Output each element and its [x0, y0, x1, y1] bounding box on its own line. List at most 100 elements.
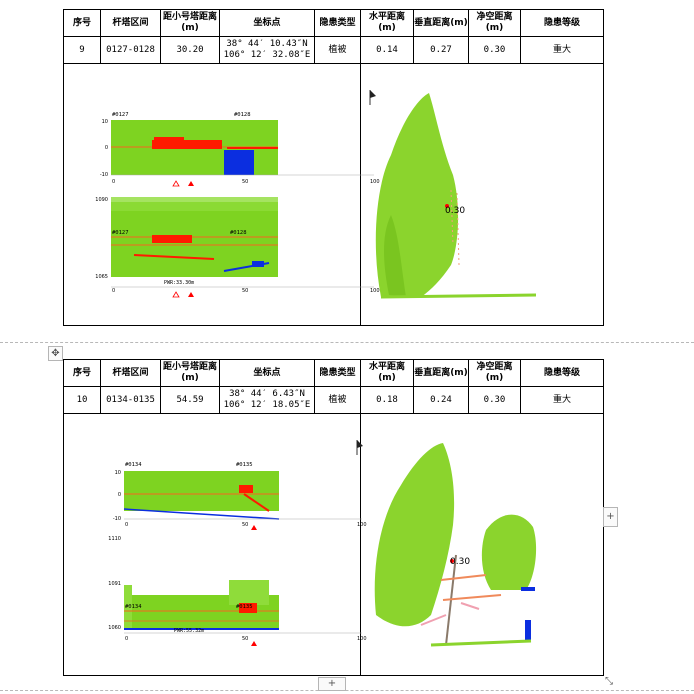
- data-row: 9 0127-0128 30.20 38° 44′ 10.43″N 106° 1…: [63, 36, 604, 64]
- header-row: 序号 杆塔区间 距小号塔距离(m) 坐标点 隐患类型 水平距离(m) 垂直距离(…: [63, 9, 604, 37]
- marker-triangle-icon: [251, 524, 257, 530]
- cell-coordinates: 38° 44′ 10.43″N 106° 12′ 32.08″E: [219, 36, 315, 64]
- add-column-button[interactable]: +: [603, 507, 618, 527]
- header-cell: 序号: [63, 9, 101, 37]
- tower-label: #0128: [230, 230, 247, 236]
- y-tick-label: 10: [102, 119, 108, 125]
- cell-coordinates: 38° 44′ 6.43″N 106° 12′ 18.05″E: [219, 386, 315, 414]
- profile-image-cell: #0127 #0128 10 0 -10 0 50 100: [63, 63, 380, 326]
- cell-no: 9: [63, 36, 101, 64]
- header-cell: 序号: [63, 359, 101, 387]
- header-cell: 垂直距离(m): [413, 9, 469, 37]
- record-table-9: 序号 杆塔区间 距小号塔距离(m) 坐标点 隐患类型 水平距离(m) 垂直距离(…: [63, 9, 604, 326]
- cell-distance: 54.59: [160, 386, 220, 414]
- y-tick-label: 1090: [95, 197, 108, 203]
- profile-image: #0134 #0135 10 0 -10 0 50 100 #0134 #0: [108, 439, 367, 646]
- cell-span: 0134-0135: [100, 386, 161, 414]
- x-tick-label: 50: [242, 288, 248, 294]
- y-tick-label: 10: [115, 470, 121, 476]
- header-cell: 隐患等级: [520, 359, 604, 387]
- tower-label: #0128: [234, 112, 251, 118]
- marker-triangle-icon: [172, 179, 180, 186]
- marker-triangle-icon: [172, 290, 180, 297]
- resize-handle-icon[interactable]: ⤡: [605, 676, 613, 687]
- image-row: #0127 #0128 10 0 -10 0 50 100: [63, 63, 604, 326]
- cell-level: 重大: [520, 36, 604, 64]
- x-tick-label: 0: [112, 288, 115, 294]
- coordinate-lon: 106° 12′ 32.08″E: [223, 50, 311, 60]
- add-row-button[interactable]: +: [318, 677, 346, 691]
- tower-label: #0134: [125, 462, 142, 468]
- tower-label: #0135: [236, 462, 253, 468]
- cell-horizontal: 0.14: [360, 36, 414, 64]
- x-tick-label: 0: [125, 522, 128, 528]
- y-tick-label: 1065: [95, 274, 108, 280]
- marker-triangle-icon: [188, 291, 194, 297]
- pointcloud-image-cell: 0.30: [360, 63, 604, 326]
- tower-label: #0134: [125, 604, 142, 610]
- x-tick-label: 50: [242, 636, 248, 642]
- page-break: [0, 342, 694, 343]
- data-row: 10 0134-0135 54.59 38° 44′ 6.43″N 106° 1…: [63, 386, 604, 414]
- y-tick-label: -10: [113, 516, 121, 522]
- header-cell: 净空距离(m): [468, 359, 521, 387]
- x-tick-label: 50: [242, 522, 248, 528]
- coordinate-lon: 106° 12′ 18.05″E: [223, 400, 311, 410]
- distance-label: 0.30: [445, 206, 465, 216]
- y-tick-label: 1110: [108, 536, 121, 542]
- cell-no: 10: [63, 386, 101, 414]
- profile-image: #0127 #0128 10 0 -10 0 50 100: [95, 89, 380, 297]
- header-cell: 距小号塔距离(m): [160, 359, 220, 387]
- y-tick-label: 1060: [108, 625, 121, 631]
- profile-panel-top: [124, 470, 279, 511]
- move-table-handle[interactable]: ✥: [48, 346, 63, 361]
- marker-triangle-icon: [251, 640, 257, 646]
- header-cell: 隐患类型: [314, 9, 361, 37]
- header-cell: 净空距离(m): [468, 9, 521, 37]
- header-cell: 隐患类型: [314, 359, 361, 387]
- cell-horizontal: 0.18: [360, 386, 414, 414]
- cell-vertical: 0.24: [413, 386, 469, 414]
- cell-type: 植被: [314, 36, 361, 64]
- cell-clearance: 0.30: [468, 36, 521, 64]
- header-row: 序号 杆塔区间 距小号塔距离(m) 坐标点 隐患类型 水平距离(m) 垂直距离(…: [63, 359, 604, 387]
- x-tick-label: 0: [125, 636, 128, 642]
- header-cell: 水平距离(m): [360, 359, 414, 387]
- page-break: [0, 690, 694, 691]
- cell-vertical: 0.27: [413, 36, 469, 64]
- pwr-label: PWR:55.32m: [174, 628, 204, 634]
- cell-clearance: 0.30: [468, 386, 521, 414]
- tower-label: #0135: [236, 604, 253, 610]
- y-tick-label: 0: [105, 145, 108, 151]
- pointcloud-image: 0.30: [374, 442, 537, 646]
- coordinate-lat: 38° 44′ 10.43″N: [226, 39, 308, 49]
- image-row: #0134 #0135 10 0 -10 0 50 100 #0134 #0: [63, 413, 604, 676]
- distance-label: 0.30: [450, 557, 470, 567]
- header-cell: 坐标点: [219, 9, 315, 37]
- pwr-label: PWR:33.30m: [164, 280, 194, 286]
- header-cell: 杆塔区间: [100, 9, 161, 37]
- header-cell: 隐患等级: [520, 9, 604, 37]
- x-tick-label: 50: [242, 179, 248, 185]
- pointcloud-image: 0.30: [375, 92, 537, 298]
- y-tick-label: 1091: [108, 581, 121, 587]
- record-table-10: 序号 杆塔区间 距小号塔距离(m) 坐标点 隐患类型 水平距离(m) 垂直距离(…: [63, 359, 604, 676]
- cell-span: 0127-0128: [100, 36, 161, 64]
- coordinate-lat: 38° 44′ 6.43″N: [229, 389, 305, 399]
- tower-label: #0127: [112, 112, 129, 118]
- x-tick-label: 0: [112, 179, 115, 185]
- cell-level: 重大: [520, 386, 604, 414]
- pointcloud-image-cell: 0.30: [360, 413, 604, 676]
- cell-distance: 30.20: [160, 36, 220, 64]
- header-cell: 坐标点: [219, 359, 315, 387]
- tower-label: #0127: [112, 230, 129, 236]
- marker-triangle-icon: [188, 180, 194, 186]
- header-cell: 水平距离(m): [360, 9, 414, 37]
- profile-panel-bottom: [111, 201, 278, 277]
- y-tick-label: 0: [118, 492, 121, 498]
- y-tick-label: -10: [100, 172, 108, 178]
- profile-image-cell: #0134 #0135 10 0 -10 0 50 100 #0134 #0: [63, 413, 367, 676]
- cell-type: 植被: [314, 386, 361, 414]
- header-cell: 垂直距离(m): [413, 359, 469, 387]
- header-cell: 距小号塔距离(m): [160, 9, 220, 37]
